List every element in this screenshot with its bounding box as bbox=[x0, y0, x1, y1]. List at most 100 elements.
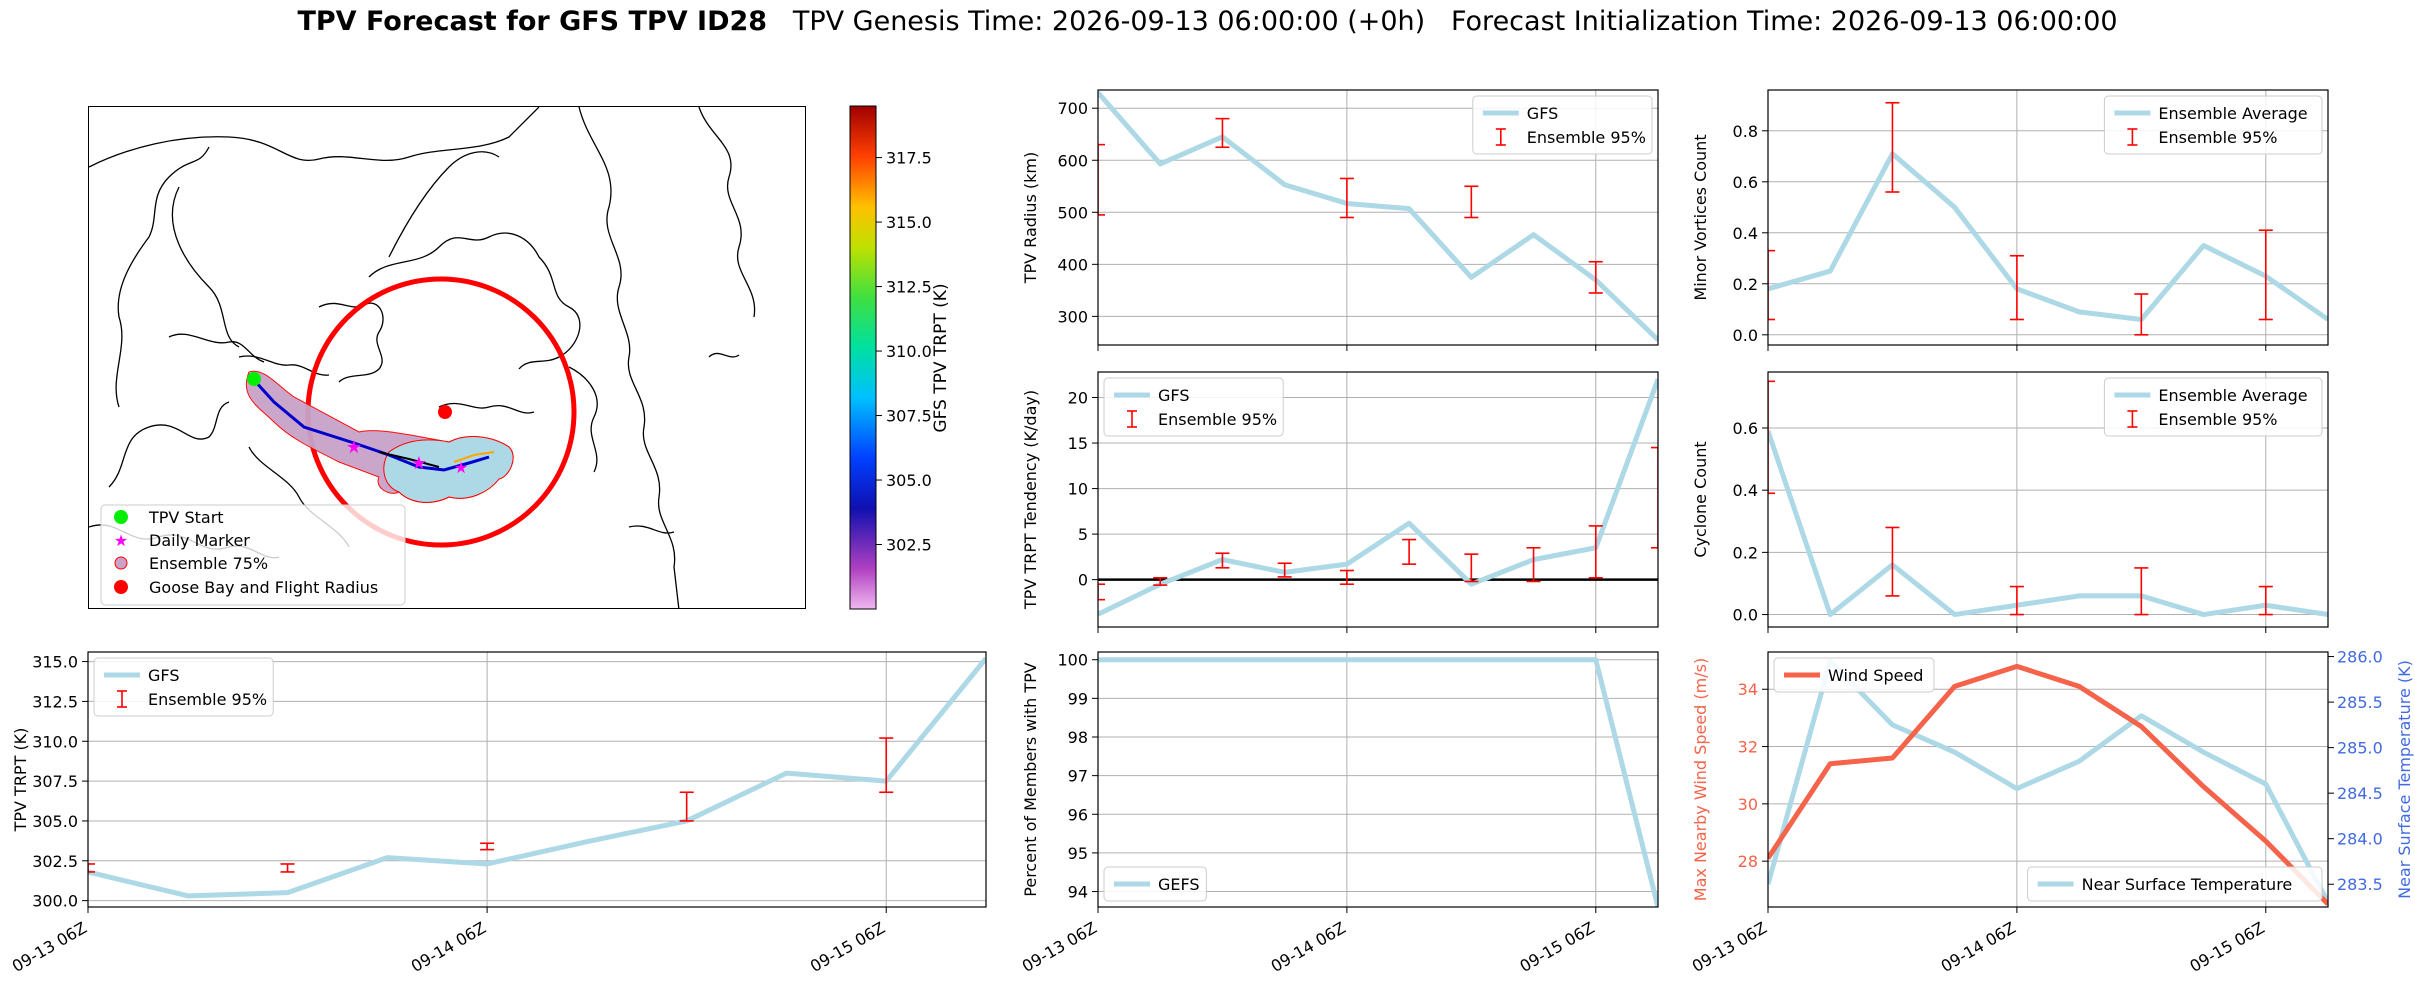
legend-goosebay-label: Goose Bay and Flight Radius bbox=[149, 578, 378, 597]
legend-label: Ensemble 95% bbox=[2158, 128, 2277, 147]
legend: Ensemble Average Ensemble 95% bbox=[2103, 377, 2323, 437]
genesis-time: TPV Genesis Time: 2026-09-13 06:00:00 (+… bbox=[792, 6, 1426, 37]
x-tick-label: 09-14 06Z bbox=[408, 918, 489, 976]
y-tick-label: 315.0 bbox=[32, 653, 78, 672]
legend-label: Ensemble 95% bbox=[1158, 410, 1277, 429]
y2-tick-label: 283.5 bbox=[2337, 875, 2383, 894]
init-time: Forecast Initialization Time: 2026-09-13… bbox=[1450, 6, 2118, 37]
legend-frame bbox=[2103, 95, 2323, 155]
legend-goosebay-icon bbox=[114, 580, 128, 594]
legend-label: Ensemble 95% bbox=[1527, 128, 1646, 147]
axes-frame bbox=[1097, 651, 1659, 908]
legend-label: Ensemble 95% bbox=[148, 690, 267, 709]
legend-start-icon bbox=[114, 510, 128, 524]
legend-label: Near Surface Temperature bbox=[2082, 875, 2293, 894]
colorbar-tick-label: 312.5 bbox=[886, 278, 932, 297]
plot-area bbox=[1098, 378, 1658, 617]
legend-start-label: TPV Start bbox=[148, 508, 224, 527]
y-tick-label: 310.0 bbox=[32, 732, 78, 751]
y-tick-label: 96 bbox=[1068, 805, 1088, 824]
y-tick-label: 97 bbox=[1068, 767, 1088, 786]
y-tick-label: 99 bbox=[1068, 689, 1088, 708]
legend: GFS Ensemble 95% bbox=[93, 657, 274, 717]
colorbar-label: GFS TPV TRPT (K) bbox=[931, 283, 951, 432]
x-tick-label: 09-15 06Z bbox=[807, 918, 888, 976]
colorbar-gradient bbox=[849, 105, 877, 610]
legend-frame bbox=[1103, 866, 1207, 902]
y-tick-label: 600 bbox=[1057, 151, 1088, 170]
chart-wind: 28 30 32 34 09-13 06Z 09-14 06Z 09-15 06Z 283.5… bbox=[1689, 648, 2414, 976]
y-tick-label: 32 bbox=[1738, 738, 1758, 757]
y-tick-label: 0.2 bbox=[1733, 543, 1758, 562]
y-tick-label: 100 bbox=[1057, 651, 1088, 670]
tpv-start-marker bbox=[247, 372, 261, 386]
axes-frame bbox=[1097, 89, 1659, 346]
y-axis-label: Cyclone Count bbox=[1691, 441, 1710, 557]
series-line bbox=[1098, 657, 1658, 907]
y-tick-label: 10 bbox=[1068, 480, 1088, 499]
chart-radius: 300 400 500 600 700 TPV Radius (km) GFS Ensembl… bbox=[1021, 89, 1659, 351]
chart-cyclone: 0.0 0.2 0.4 0.6 Cyclone Count Ensemble Averag… bbox=[1691, 371, 2329, 633]
legend-frame bbox=[2103, 377, 2323, 437]
y2-tick-label: 284.5 bbox=[2337, 784, 2383, 803]
y-tick-label: 0.4 bbox=[1733, 224, 1758, 243]
y-axis-label: TPV Radius (km) bbox=[1021, 152, 1040, 285]
x-tick-label: 09-13 06Z bbox=[1019, 918, 1100, 976]
y-tick-label: 300.0 bbox=[32, 892, 78, 911]
y-axis-label: Minor Vortices Count bbox=[1691, 134, 1710, 300]
x-tick-label: 09-13 06Z bbox=[1689, 918, 1770, 976]
legend: GFS Ensemble 95% bbox=[1472, 95, 1653, 155]
y-axis-label: Max Nearby Wind Speed (m/s) bbox=[1691, 658, 1710, 901]
legend: Wind Speed bbox=[1773, 657, 1935, 693]
legend-daily-icon: ★ bbox=[114, 531, 128, 550]
legend-ensemble-label: Ensemble 75% bbox=[149, 554, 268, 573]
chart-tendency: 0 5 10 15 20 TPV TRPT Tendency (K/day) GFS Ense… bbox=[1021, 371, 1659, 633]
plot-area bbox=[1768, 658, 2328, 906]
colorbar-tick-label: 302.5 bbox=[886, 536, 932, 555]
series-line bbox=[1768, 430, 2328, 618]
series-line bbox=[1768, 151, 2328, 322]
y-tick-label: 0.6 bbox=[1733, 419, 1758, 438]
map-panel: ★ ★ ★ TPV Start ★ Daily Marker Ensemble … bbox=[88, 106, 806, 609]
goose-bay-marker bbox=[438, 405, 452, 419]
legend-label: Ensemble 95% bbox=[2158, 410, 2277, 429]
x-tick-label: 09-13 06Z bbox=[9, 918, 90, 976]
y-tick-label: 98 bbox=[1068, 728, 1088, 747]
series-line bbox=[1768, 663, 2328, 906]
plot-area bbox=[88, 656, 986, 899]
y-tick-label: 20 bbox=[1068, 389, 1088, 408]
colorbar-tick-label: 305.0 bbox=[886, 471, 932, 490]
legend-label: Ensemble Average bbox=[2158, 386, 2307, 405]
legend-label: GFS bbox=[148, 666, 179, 685]
chart-percent: 94 95 96 97 98 99 100 09-13 06Z 09-14 06Z 09-15 0… bbox=[1019, 651, 1659, 976]
figure-title-bold: TPV Forecast for GFS TPV ID28 bbox=[297, 6, 768, 37]
y-tick-label: 15 bbox=[1068, 434, 1088, 453]
y-tick-label: 34 bbox=[1738, 680, 1758, 699]
y-tick-label: 30 bbox=[1738, 795, 1758, 814]
tpv-track-end bbox=[453, 451, 495, 463]
series-line bbox=[88, 656, 986, 899]
y-tick-label: 28 bbox=[1738, 852, 1758, 871]
y-tick-label: 5 bbox=[1078, 525, 1088, 544]
tpv-track-segment bbox=[378, 451, 440, 468]
x-tick-label: 09-14 06Z bbox=[1268, 918, 1349, 976]
legend-label: Ensemble Average bbox=[2158, 104, 2307, 123]
y-tick-label: 312.5 bbox=[32, 692, 78, 711]
colorbar-tick-label: 310.0 bbox=[886, 342, 932, 361]
plot-area bbox=[1098, 90, 1658, 342]
y-axis-label: Percent of Members with TPV bbox=[1021, 662, 1040, 896]
figure-title: TPV Forecast for GFS TPV ID28 TPV Genesi… bbox=[0, 6, 2415, 37]
series-line bbox=[1098, 378, 1658, 617]
map-svg: ★ ★ ★ TPV Start ★ Daily Marker Ensemble … bbox=[89, 107, 756, 608]
colorbar-ticks: 302.5 305.0 307.5 310.0 312.5 315.0 317.5 bbox=[876, 149, 932, 555]
y-tick-label: 700 bbox=[1057, 99, 1088, 118]
y-tick-label: 94 bbox=[1068, 883, 1088, 902]
legend: Near Surface Temperature bbox=[2027, 866, 2323, 902]
y-tick-label: 400 bbox=[1057, 255, 1088, 274]
plot-area bbox=[1768, 380, 2328, 618]
y-tick-label: 302.5 bbox=[32, 852, 78, 871]
y2-axis-label: Near Surface Temperature (K) bbox=[2395, 660, 2414, 899]
axes-frame bbox=[1767, 651, 2329, 908]
axes-frame bbox=[1097, 371, 1659, 628]
legend: GEFS bbox=[1103, 866, 1207, 902]
